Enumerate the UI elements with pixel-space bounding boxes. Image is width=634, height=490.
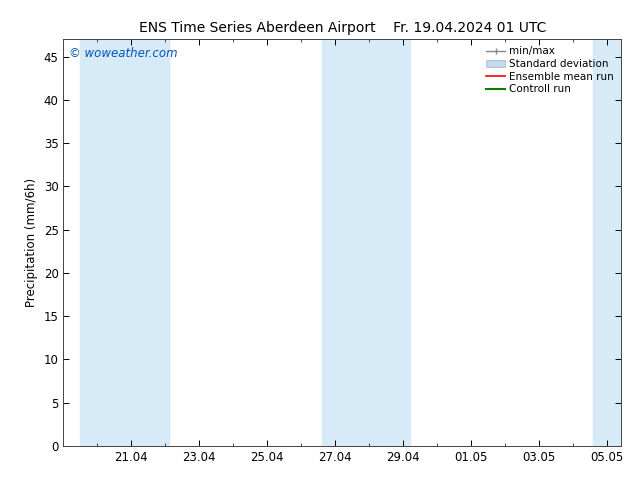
Y-axis label: Precipitation (mm/6h): Precipitation (mm/6h) [25,178,38,307]
Bar [593,39,621,446]
Bar [321,39,410,446]
Title: ENS Time Series Aberdeen Airport    Fr. 19.04.2024 01 UTC: ENS Time Series Aberdeen Airport Fr. 19.… [139,21,546,35]
Legend: min/max, Standard deviation, Ensemble mean run, Controll run: min/max, Standard deviation, Ensemble me… [484,45,616,97]
Text: © woweather.com: © woweather.com [69,48,178,60]
Bar [81,39,169,446]
